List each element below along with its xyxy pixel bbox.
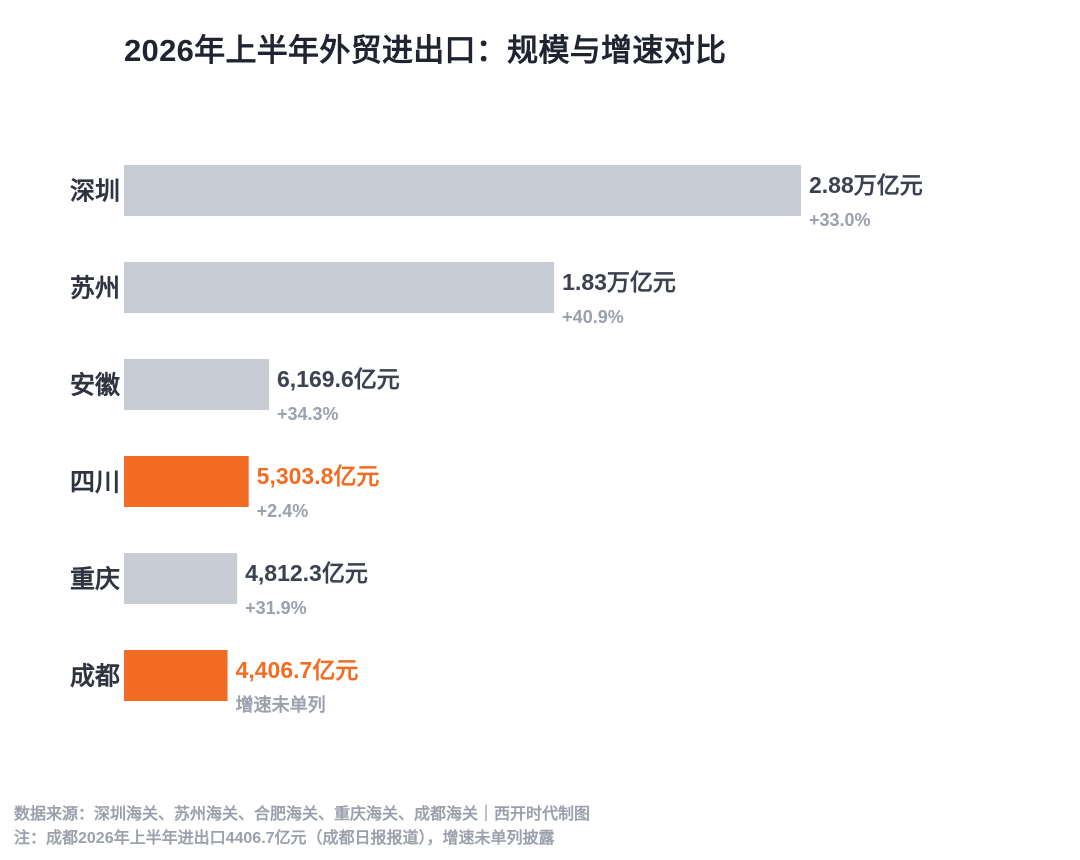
- category-label: 安徽: [70, 371, 121, 400]
- growth-label: +40.9%: [562, 307, 624, 327]
- growth-label: +2.4%: [257, 501, 309, 521]
- growth-label: +33.0%: [809, 210, 871, 230]
- bar-四川: [124, 456, 249, 507]
- category-label: 四川: [70, 469, 120, 497]
- chart-title: 2026年上半年外贸进出口：规模与增速对比: [124, 33, 727, 68]
- category-label: 成都: [70, 663, 120, 691]
- value-label: 1.83万亿元: [562, 269, 676, 295]
- bar-苏州: [124, 262, 555, 313]
- footnote: 注：成都2026年上半年进出口4406.7亿元（成都日报报道），增速未单列披露: [14, 830, 555, 847]
- category-label: 苏州: [70, 275, 120, 303]
- category-label: 深圳: [70, 178, 120, 206]
- value-label: 4,812.3亿元: [245, 560, 368, 586]
- bar-深圳: [124, 165, 801, 216]
- growth-label: +34.3%: [277, 404, 339, 424]
- value-label: 4,406.7亿元: [236, 657, 359, 683]
- bar-安徽: [124, 359, 270, 410]
- data-source-note: 数据来源：深圳海关、苏州海关、合肥海关、重庆海关、成都海关｜西开时代制图: [14, 806, 591, 823]
- bar-成都: [124, 650, 228, 701]
- value-label: 6,169.6亿元: [277, 366, 400, 392]
- bar-重庆: [124, 553, 238, 604]
- value-label: 5,303.8亿元: [257, 463, 380, 489]
- value-label: 2.88万亿元: [809, 172, 923, 198]
- category-label: 重庆: [70, 565, 120, 594]
- growth-label: +31.9%: [245, 598, 307, 618]
- chart-footer: 数据来源：深圳海关、苏州海关、合肥海关、重庆海关、成都海关｜西开时代制图 注：成…: [14, 803, 1064, 851]
- growth-label: 增速未单列: [236, 694, 326, 715]
